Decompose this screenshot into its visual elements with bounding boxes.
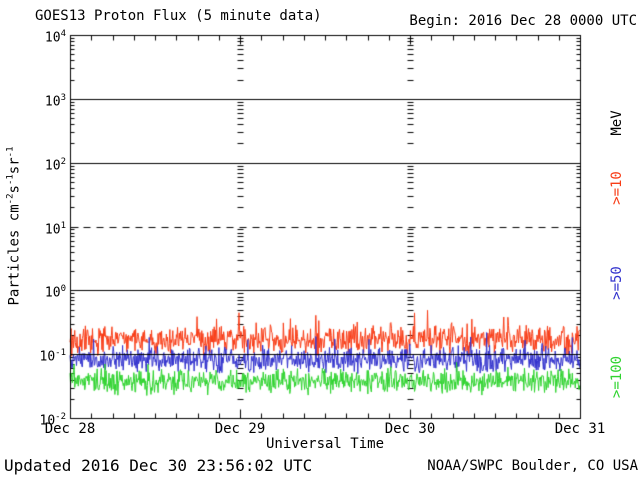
- updated-timestamp: Updated 2016 Dec 30 23:56:02 UTC: [4, 456, 313, 475]
- series-label-ge100: >=100: [609, 355, 625, 399]
- y-tick-label: 104: [44, 29, 66, 46]
- y-axis-exp-2: -1: [5, 174, 16, 186]
- begin-time-label: Begin: 2016 Dec 28 0000 UTC: [409, 13, 637, 29]
- x-axis-title: Universal Time: [265, 436, 385, 452]
- y-tick-label: 10-1: [39, 348, 67, 365]
- right-axis-unit-label: MeV: [609, 110, 625, 136]
- y-tick-label: 103: [44, 92, 66, 110]
- y-tick-label: 101: [44, 220, 66, 237]
- x-tick-label: Dec 29: [214, 421, 266, 437]
- x-tick-label: Dec 30: [384, 421, 436, 437]
- y-tick-label: 100: [44, 284, 66, 301]
- y-tick-label: 10-2: [39, 412, 67, 429]
- x-tick-label: Dec 28: [44, 421, 96, 437]
- chart-title: GOES13 Proton Flux (5 minute data): [35, 8, 322, 24]
- x-tick-label: Dec 31: [554, 421, 606, 437]
- series-label-ge10: >=10: [609, 171, 625, 205]
- y-axis-exp-1: -2: [5, 193, 16, 205]
- source-attribution: NOAA/SWPC Boulder, CO USA: [427, 458, 638, 474]
- series-label-ge50: >=50: [609, 266, 625, 300]
- y-tick-label: 102: [44, 156, 66, 173]
- y-axis-title-text2: s: [6, 185, 23, 194]
